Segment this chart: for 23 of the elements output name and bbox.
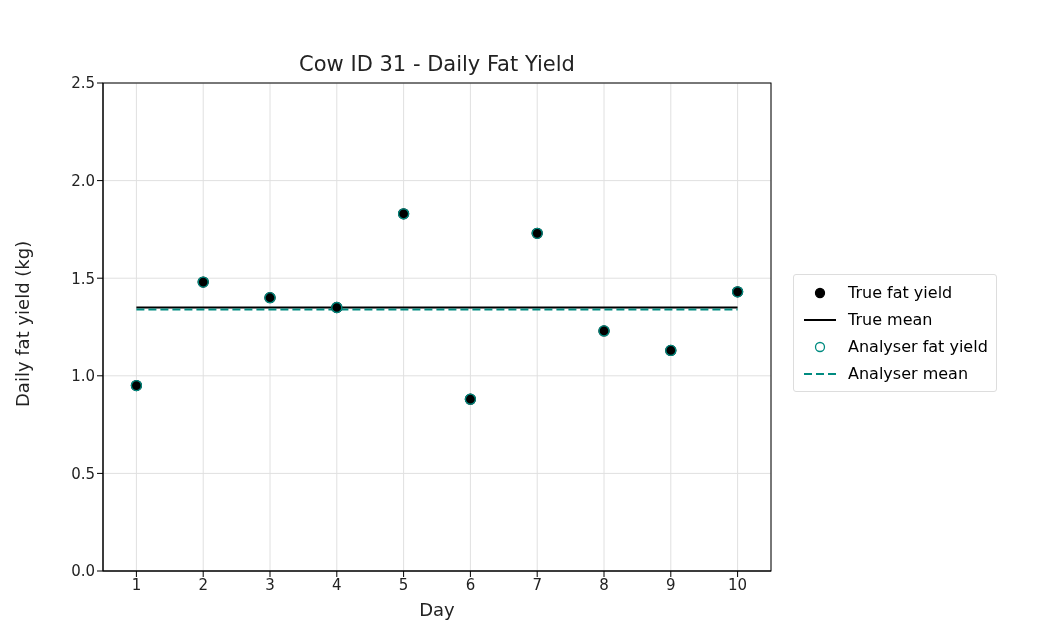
x-tick-label: 9: [666, 575, 676, 594]
x-tick-label: 8: [599, 575, 609, 594]
legend-label: True mean: [848, 310, 933, 329]
y-tick-label: 0.5: [71, 464, 95, 483]
y-tick-label: 0.0: [71, 562, 95, 581]
chart-title: Cow ID 31 - Daily Fat Yield: [299, 52, 575, 76]
x-tick-label: 3: [265, 575, 275, 594]
y-tick-label: 1.5: [71, 269, 95, 288]
x-tick-label: 2: [198, 575, 208, 594]
y-tick-label: 1.0: [71, 367, 95, 386]
legend-label: True fat yield: [848, 283, 953, 302]
y-axis-title: Daily fat yield (kg): [12, 240, 34, 407]
legend-label: Analyser fat yield: [848, 337, 988, 356]
x-tick-label: 10: [728, 575, 748, 594]
y-tick-label: 2.0: [71, 171, 95, 190]
x-tick-label: 7: [532, 575, 542, 594]
legend-label: Analyser mean: [848, 364, 969, 383]
x-tick-label: 4: [332, 575, 342, 594]
y-tick-label: 2.5: [71, 74, 95, 93]
x-axis-title: Day: [419, 599, 456, 620]
x-tick-label: 1: [131, 575, 142, 594]
x-tick-label: 6: [465, 575, 476, 594]
x-tick-label: 5: [398, 575, 409, 594]
